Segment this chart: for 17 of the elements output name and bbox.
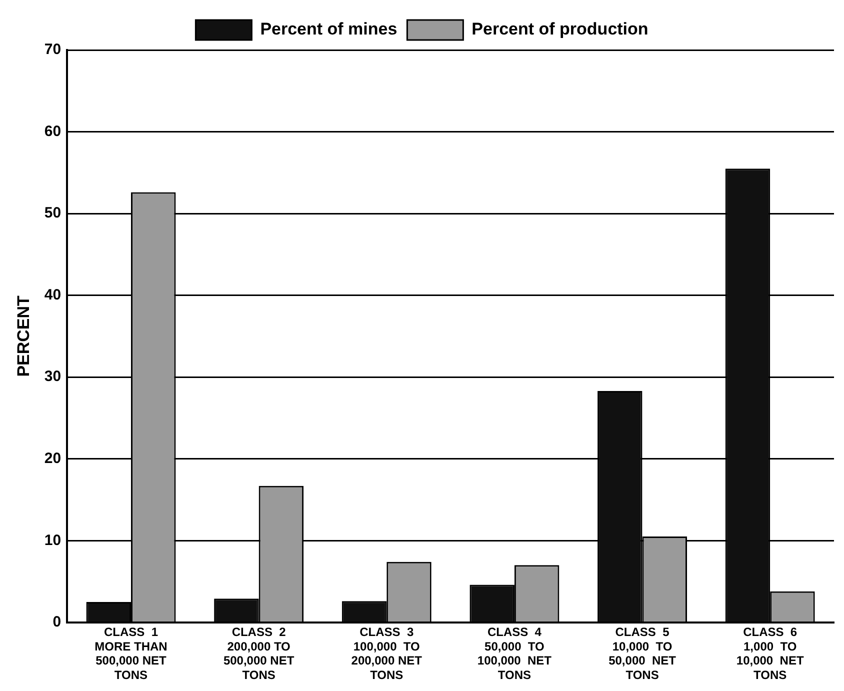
x-tick-label: CLASS 4 50,000 TO 100,000 NET TONS <box>477 624 552 682</box>
x-tick-label: CLASS 6 1,000 TO 10,000 NET TONS <box>736 624 804 682</box>
y-tick-label: 10 <box>44 532 62 549</box>
y-tick-label: 30 <box>44 368 62 386</box>
x-tick-label: CLASS 3 100,000 TO 200,000 NET TONS <box>351 624 423 682</box>
y-tick-label: 0 <box>52 614 62 631</box>
y-tick-label: 50 <box>44 204 62 222</box>
legend-label: Percent of mines <box>260 20 398 39</box>
x-tick-label: CLASS 5 10,000 TO 50,000 NET TONS <box>608 624 677 682</box>
y-axis-title: PERCENT <box>14 294 33 377</box>
y-tick-label: 20 <box>44 450 62 467</box>
x-tick-label: CLASS 2 200,000 TO 500,000 NET TONS <box>223 624 295 682</box>
y-tick-label: 60 <box>44 122 62 140</box>
y-tick-label: 40 <box>44 286 62 304</box>
legend-label: Percent of production <box>472 20 648 39</box>
y-tick-label: 70 <box>44 41 62 58</box>
x-tick-label: CLASS 1 MORE THAN 500,000 NET TONS <box>94 624 168 682</box>
